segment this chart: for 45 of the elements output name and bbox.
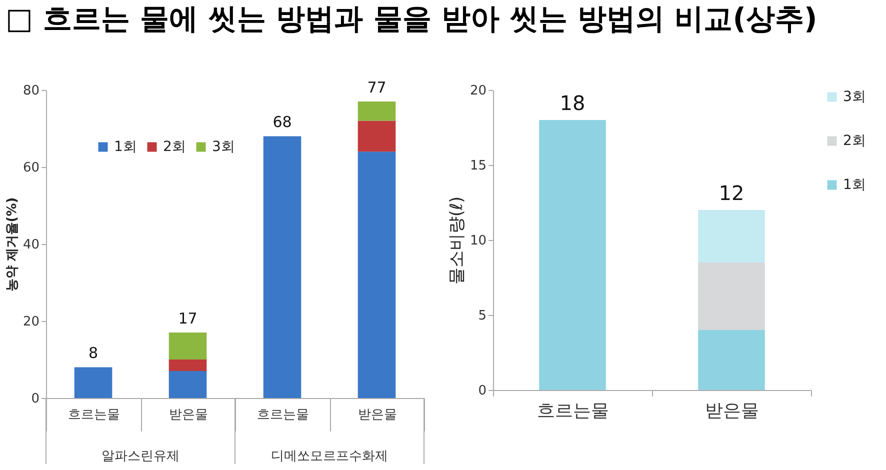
bar [358,102,396,121]
bar [698,262,765,330]
x-tick-label: 흐르는물 [256,408,309,422]
legend-label: 2회 [163,139,186,155]
bar [698,330,765,390]
legend-label: 1회 [843,177,866,193]
x-tick-label: 흐르는물 [537,400,609,422]
bar [358,152,396,398]
legend-label: 1회 [114,139,137,155]
y-tick-label: 0 [478,384,486,398]
y-tick-label: 10 [470,234,486,248]
y-axis-title: 물소비량(ℓ) [446,196,467,285]
bar [74,367,112,398]
y-axis-title: 농약 제거율(%) [4,197,20,292]
legend-label: 3회 [843,89,866,105]
y-tick-label: 15 [470,158,486,174]
x-tick-label: 받은물 [705,400,759,422]
bar [539,120,606,390]
x-tick-label: 받은물 [168,408,208,422]
bar [168,360,207,372]
chart-title: □ 흐르는 물에 씻는 방법과 물을 받아 씻는 방법의 비교(상추) [5,2,818,36]
total-label: 8 [88,344,98,362]
bar [168,332,207,360]
legend-label: 2회 [843,133,866,149]
total-label: 77 [367,78,386,97]
text: 알파스린유제 [102,449,180,464]
x-tick-label: 흐르는물 [68,408,120,422]
x-tick-label: 받은물 [358,408,397,422]
bar [263,136,302,398]
y-tick-label: 5 [478,308,486,324]
bar [698,210,765,262]
text: 디메쏘모르프수화제 [271,449,388,464]
total-label: 18 [560,91,586,115]
y-tick-label: 0 [31,392,40,406]
bar [358,120,396,152]
bar [168,371,207,398]
y-tick-label: 20 [470,84,486,98]
legend-label: 3회 [212,139,235,155]
total-label: 17 [178,310,198,328]
y-tick-label: 80 [22,84,40,98]
total-label: 68 [272,113,292,132]
total-label: 12 [718,181,744,205]
y-tick-label: 40 [22,238,40,252]
y-tick-label: 60 [22,160,40,176]
y-tick-label: 20 [22,314,40,330]
